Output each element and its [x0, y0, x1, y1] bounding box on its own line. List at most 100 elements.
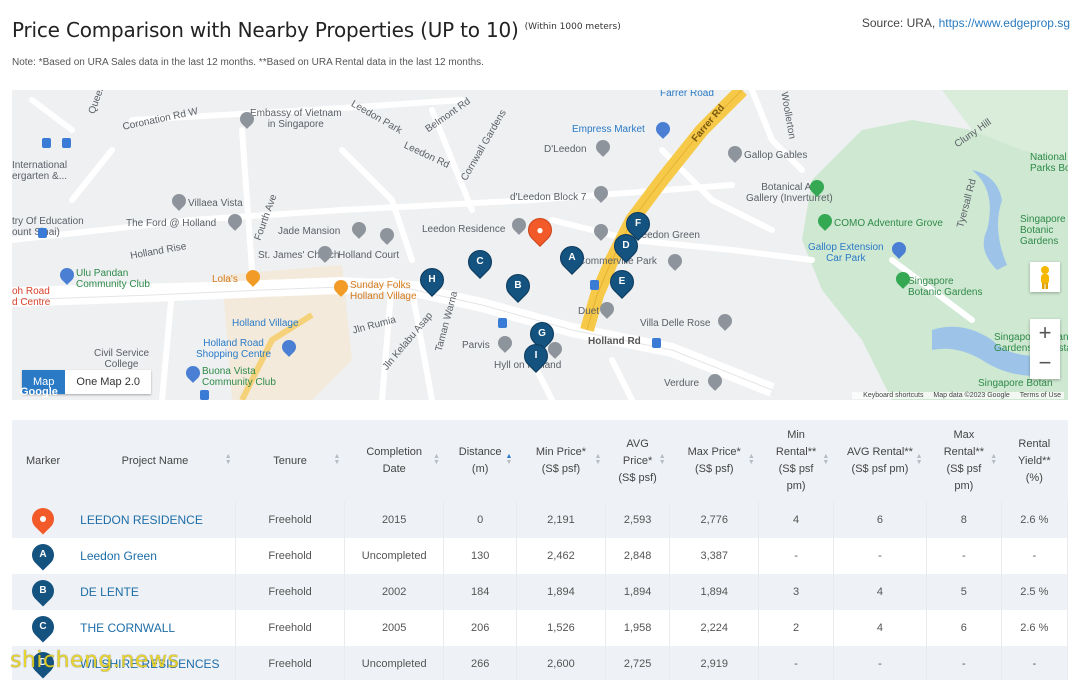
sort-icon: ▲ ▼ — [747, 453, 755, 466]
watermark: shicheng.news — [10, 648, 180, 673]
cell-tenure: Freehold — [235, 610, 345, 646]
zoom-control: + − — [1030, 319, 1060, 379]
col-header-avg-rental[interactable]: AVG Rental** (S$ psf pm) ▲ ▼ — [833, 420, 927, 502]
cell-min-price: 2,462 — [516, 538, 606, 574]
cell-min-price: 2,600 — [516, 646, 606, 680]
col-header-min-price[interactable]: Min Price* (S$ psf) ▲ ▼ — [516, 420, 606, 502]
cell-max-rental: 6 — [926, 610, 1002, 646]
map-label-empress: Empress Market — [572, 124, 645, 135]
marker-pin-icon: B — [27, 574, 59, 607]
source-link[interactable]: https://www.edgeprop.sg — [938, 16, 1070, 30]
col-header-min-rental[interactable]: Min Rental** (S$ psf pm) ▲ ▼ — [758, 420, 834, 502]
col-header-project-name[interactable]: Project Name ▲ ▼ — [74, 420, 236, 502]
map-label-dleedon-block: d'Leedon Block 7 — [510, 192, 587, 203]
map-label-villaea: Villaea Vista — [188, 198, 243, 209]
project-name-link[interactable]: THE CORNWALL — [74, 610, 237, 646]
map-type-tabs: Map One Map 2.0 — [22, 370, 151, 394]
zoom-out-button[interactable]: − — [1038, 350, 1052, 375]
cell-max-rental: 8 — [926, 502, 1002, 538]
cell-avg-rental: 6 — [833, 502, 928, 538]
row-marker: A — [12, 538, 75, 574]
map-label-dleedon: D'Leedon — [544, 144, 587, 155]
tab-map[interactable]: Map — [22, 370, 66, 394]
project-name-link[interactable]: WILSHIRE RESIDENCES — [74, 646, 237, 680]
cell-tenure: Freehold — [235, 646, 345, 680]
cell-min-rental: 2 — [758, 610, 834, 646]
cell-distance: 130 — [443, 538, 517, 574]
col-header-completion[interactable]: Completion Date ▲ ▼ — [344, 420, 444, 502]
row-marker: B — [12, 574, 75, 610]
table-row: D WILSHIRE RESIDENCES Freehold Uncomplet… — [12, 646, 1068, 680]
map-label-holland-court: Holland Court — [338, 250, 400, 261]
cell-max-rental: - — [926, 538, 1002, 574]
keyboard-shortcuts-link[interactable]: Keyboard shortcuts — [863, 392, 924, 399]
map-panel[interactable]: Embassy of Vietnam in Singapore Empress M… — [12, 90, 1068, 400]
terms-of-use-link[interactable]: Terms of Use — [1019, 392, 1061, 399]
map-attribution: Keyboard shortcuts Map data ©2023 Google… — [852, 392, 1064, 399]
google-logo: Google — [20, 386, 58, 398]
bus-stop-icon — [200, 390, 209, 400]
cell-avg-price: 2,725 — [605, 646, 671, 680]
table-row: LEEDON RESIDENCE Freehold 2015 0 2,191 2… — [12, 502, 1068, 538]
table-header-row: Marker Project Name ▲ ▼ Tenure ▲ ▼ Completio… — [12, 420, 1068, 502]
map-label-holland-village: Holland Village — [232, 318, 299, 329]
col-header-rental-yield[interactable]: Rental Yield** (%) — [1001, 420, 1068, 502]
cell-min-rental: 3 — [758, 574, 834, 610]
map-label-verdure: Verdure — [664, 378, 700, 389]
map-label-the-ford: The Ford @ Holland — [126, 218, 217, 229]
col-header-tenure[interactable]: Tenure ▲ ▼ — [235, 420, 345, 502]
map-label-parvis: Parvis — [462, 340, 490, 351]
project-name-link[interactable]: Leedon Green — [74, 538, 237, 574]
tab-one-map[interactable]: One Map 2.0 — [65, 370, 151, 394]
cell-max-rental: - — [926, 646, 1002, 680]
col-header-max-rental[interactable]: Max Rental** (S$ psf pm) ▲ ▼ — [926, 420, 1002, 502]
cell-avg-rental: - — [833, 538, 928, 574]
cell-min-price: 1,894 — [516, 574, 606, 610]
project-name-link[interactable]: LEEDON RESIDENCE — [74, 502, 237, 538]
map-label-gallop-ext: Gallop Extension Car Park — [808, 242, 884, 264]
map-label-civil-service: Civil Service College — [94, 348, 150, 370]
cell-max-price: 1,894 — [669, 574, 760, 610]
cell-max-price: 2,919 — [669, 646, 760, 680]
cell-min-price: 1,526 — [516, 610, 606, 646]
map-label-st-james: St. James' Church — [258, 250, 340, 261]
map-label-buona-vista: Buona Vista Community Club — [202, 366, 276, 388]
table-row: C THE CORNWALL Freehold 2005 206 1,526 1… — [12, 610, 1068, 646]
current-property-marker-icon — [27, 502, 59, 535]
col-header-marker: Marker — [12, 420, 75, 502]
col-header-avg-price[interactable]: AVG Price* (S$ psf) ▲ ▼ — [605, 420, 670, 502]
zoom-in-button[interactable]: + — [1038, 320, 1052, 345]
cell-yield: - — [1001, 538, 1068, 574]
bus-stop-icon — [42, 138, 51, 148]
cell-distance: 206 — [443, 610, 517, 646]
map-label-jade: Jade Mansion — [278, 226, 341, 237]
map-label-lolas: Lola's — [212, 274, 238, 285]
table-row: A Leedon Green Freehold Uncompleted 130 … — [12, 538, 1068, 574]
row-marker — [12, 502, 75, 538]
cell-avg-price: 2,593 — [605, 502, 671, 538]
project-name-link[interactable]: DE LENTE — [74, 574, 237, 610]
map-label-sg-botanic2: Singapore Botanic Gardens — [908, 276, 983, 298]
sort-icon: ▲ ▼ — [594, 453, 602, 466]
cell-max-price: 3,387 — [669, 538, 760, 574]
col-header-max-price[interactable]: Max Price* (S$ psf) ▲ ▼ — [669, 420, 759, 502]
map-label-botanical-gallery: Botanical Art Gallery (Inverturret) — [746, 182, 833, 204]
cell-avg-rental: 4 — [833, 574, 928, 610]
sort-icon: ▲ ▼ — [658, 453, 666, 466]
row-marker: C — [12, 610, 75, 646]
bus-stop-icon — [62, 138, 71, 148]
table-row: B DE LENTE Freehold 2002 184 1,894 1,894… — [12, 574, 1068, 610]
cell-distance: 266 — [443, 646, 517, 680]
map-label-holland-road-sc: Holland Road Shopping Centre — [196, 338, 272, 360]
map-label-villa-delle: Villa Delle Rose — [640, 318, 711, 329]
cell-yield: 2.5 % — [1001, 574, 1068, 610]
cell-completion: 2015 — [344, 502, 445, 538]
sort-icon: ▲ ▼ — [822, 453, 830, 466]
col-header-distance[interactable]: Distance (m) ▲ ▼ — [443, 420, 517, 502]
sort-icon: ▲ ▼ — [505, 453, 513, 466]
cell-avg-price: 2,848 — [605, 538, 671, 574]
page-header: Price Comparison with Nearby Properties … — [12, 14, 1072, 54]
map-label-ministry: try Of Education ount Sinai) — [12, 216, 84, 238]
street-view-pegman-icon[interactable] — [1030, 262, 1060, 292]
